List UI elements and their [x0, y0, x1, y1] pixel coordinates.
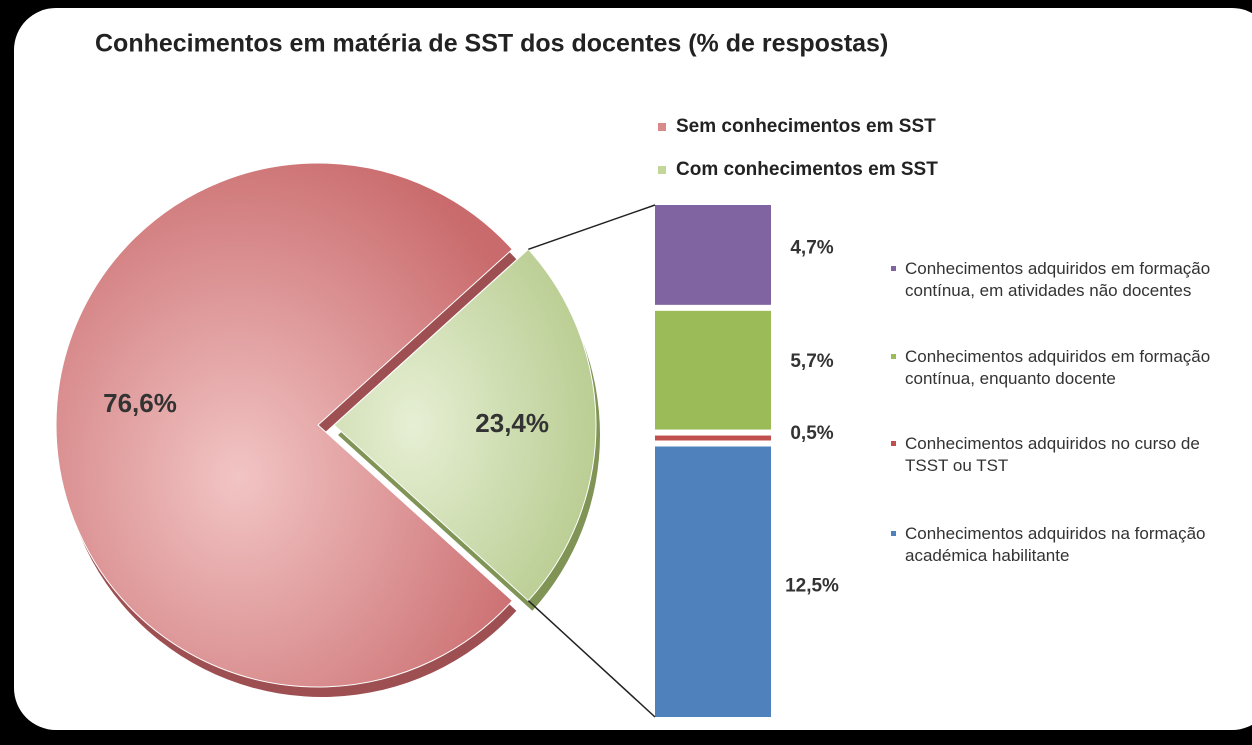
legend-label: Conhecimentos adquiridos no curso de TSS…	[905, 434, 1200, 475]
legend-entry: Conhecimentos adquiridos na formação aca…	[891, 523, 1245, 567]
data-label: 12,5%	[785, 575, 839, 596]
legend-marker	[891, 441, 896, 446]
legend-marker	[891, 266, 896, 271]
bar-segment	[655, 310, 771, 430]
data-label: 4,7%	[790, 237, 833, 258]
legend-label: Conhecimentos adquiridos em formação con…	[905, 259, 1211, 300]
data-label: 23,4%	[475, 408, 549, 438]
legend-marker	[891, 354, 896, 359]
connector	[528, 204, 656, 250]
legend-entry: Conhecimentos adquiridos em formação con…	[891, 258, 1245, 302]
connector	[527, 600, 656, 718]
bar-segment	[655, 435, 771, 441]
legend-marker	[891, 531, 896, 536]
data-label: 5,7%	[790, 351, 833, 372]
legend-label: Conhecimentos adquiridos em formação con…	[905, 347, 1211, 388]
legend-swatch	[658, 123, 666, 131]
legend-label: Sem conhecimentos em SST	[676, 116, 936, 137]
chart-title: Conhecimentos em matéria de SST dos doce…	[95, 30, 888, 58]
legend-swatch	[658, 166, 666, 174]
data-label: 76,6%	[103, 388, 177, 418]
pie-slice	[55, 162, 514, 688]
legend-entry: Conhecimentos adquiridos em formação con…	[891, 346, 1245, 390]
legend-label: Com conhecimentos em SST	[676, 159, 938, 180]
bar-segment	[655, 205, 771, 305]
bar-segment	[655, 446, 771, 717]
pie-slice	[333, 248, 597, 602]
data-label: 0,5%	[790, 423, 833, 444]
legend-label: Conhecimentos adquiridos na formação aca…	[905, 524, 1206, 565]
legend-entry: Conhecimentos adquiridos no curso de TSS…	[891, 433, 1245, 477]
